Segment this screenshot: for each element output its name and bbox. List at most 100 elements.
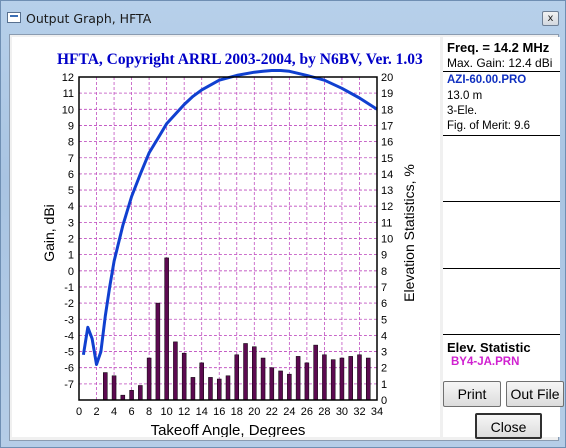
x-tick-label: 12 (178, 406, 190, 418)
frequency-label: Freq. = 14.2 MHz (447, 40, 550, 55)
elevation-file-label: BY4-JA.PRN (451, 356, 520, 368)
elevation-bar (181, 352, 187, 401)
y2-tick-label: 1 (381, 379, 387, 391)
elevation-bar (208, 377, 213, 401)
y-tick-label: 12 (62, 72, 74, 84)
y-tick-label: -2 (64, 298, 74, 310)
elevation-bar (278, 370, 283, 401)
figure-of-merit-label: Fig. of Merit: 9.6 (447, 120, 531, 132)
y-tick-label: 2 (68, 234, 74, 246)
y2-tick-label: 12 (381, 201, 393, 213)
elevation-bar (225, 375, 231, 401)
elevation-bar (234, 354, 240, 401)
y-tick-label: 3 (68, 217, 74, 229)
x-tick-label: 10 (161, 406, 173, 418)
y2-tick-label: 5 (381, 314, 387, 326)
x-tick-label: 6 (129, 406, 135, 418)
elevation-bar (357, 354, 362, 401)
divider (443, 201, 560, 202)
title-bar[interactable]: Output Graph, HFTA x (1, 1, 566, 34)
y2-tick-label: 20 (381, 72, 393, 84)
divider (443, 268, 560, 269)
close-button[interactable]: Close (475, 413, 542, 439)
app-icon (7, 12, 21, 23)
elevation-bar (313, 344, 318, 401)
graph-panel: 12 11 10 9 8 7 6 5 4 3 2 1 0 -1 -2 -3 -4 -5 -6 -7 20 19 18 17 1… (12, 37, 440, 439)
x-tick-label: 32 (353, 406, 365, 418)
x-tick-label: 20 (248, 406, 260, 418)
x-tick-label: 26 (301, 406, 313, 418)
y2-tick-label: 6 (381, 298, 387, 310)
y2-tick-label: 14 (381, 169, 393, 181)
info-panel: Freq. = 14.2 MHz Max. Gain: 12.4 dBi AZI… (443, 37, 560, 437)
grid-lines (78, 76, 378, 401)
max-gain-label: Max. Gain: 12.4 dBi (447, 56, 553, 70)
gain-curve (81, 69, 378, 366)
divider (443, 71, 560, 72)
elevation-bar (111, 375, 117, 401)
x-tick-label: 8 (146, 406, 152, 418)
elevation-statistic-label: Elev. Statistic (447, 340, 531, 355)
y-tick-label: 7 (68, 153, 74, 165)
y2-tick-label: 19 (381, 88, 393, 100)
elevation-bar (295, 356, 301, 401)
plot-border (78, 76, 378, 401)
elevation-bar (190, 377, 196, 401)
out-file-button[interactable]: Out File (506, 381, 564, 407)
y-tick-label: 10 (62, 104, 74, 116)
y2-tick-label: 0 (381, 395, 387, 407)
elevation-bar (173, 341, 178, 401)
close-window-button[interactable]: x (542, 11, 559, 26)
y-tick-label: 5 (68, 185, 74, 197)
print-button[interactable]: Print (443, 381, 501, 407)
antenna-type-label: 3-Ele. (447, 105, 478, 117)
y2-tick-label: 8 (381, 266, 387, 278)
elevation-bar (138, 385, 143, 401)
chart-title: HFTA, Copyright ARRL 2003-2004, by N6BV,… (57, 51, 423, 68)
window-title: Output Graph, HFTA (26, 11, 152, 26)
elevation-bar (164, 257, 169, 401)
elevation-bar (304, 362, 310, 401)
y2-tick-label: 13 (381, 185, 393, 197)
elevation-bar (348, 356, 353, 401)
y2-tick-label: 9 (381, 250, 387, 262)
elevation-bar (269, 367, 275, 401)
elevation-bar (155, 302, 161, 401)
x-tick-label: 16 (213, 406, 225, 418)
y2-axis-label: Elevation Statistics, % (401, 164, 417, 302)
y-tick-label: -1 (64, 282, 74, 294)
elevation-bar (252, 346, 257, 401)
elevation-bar (287, 373, 292, 401)
elevation-bar (260, 357, 266, 401)
x-tick-label: 4 (111, 406, 117, 418)
x-tick-label: 34 (371, 406, 383, 418)
elevation-bar (146, 357, 152, 401)
y2-tick-label: 3 (381, 347, 387, 359)
x-tick-label: 28 (318, 406, 330, 418)
x-axis-label: Takeoff Angle, Degrees (151, 422, 306, 437)
y2-tick-label: 7 (381, 282, 387, 294)
y2-tick-label: 17 (381, 120, 393, 132)
x-tick-label: 2 (93, 406, 99, 418)
elevation-bar (129, 390, 134, 401)
x-tick-label: 14 (196, 406, 208, 418)
antenna-height-label: 13.0 m (447, 90, 483, 102)
elevation-bar (216, 378, 222, 401)
y2-tick-label: 15 (381, 153, 393, 165)
x-tick-label: 18 (231, 406, 243, 418)
y-tick-label: 6 (68, 169, 74, 181)
y-tick-label: 8 (68, 137, 74, 149)
elevation-bar (199, 362, 204, 401)
y-tick-label: -6 (64, 363, 74, 375)
x-tick-label: 30 (336, 406, 348, 418)
y2-tick-label: 18 (381, 104, 393, 116)
elevation-bar (322, 354, 327, 401)
x-tick-label: 22 (266, 406, 278, 418)
client-area: 12 11 10 9 8 7 6 5 4 3 2 1 0 -1 -2 -3 -4 -5 -6 -7 20 19 18 17 1… (9, 34, 564, 441)
x-axis-ticks: 0 2 4 6 8 10 12 14 16 18 20 22 24 26 28 30 32 34 (76, 406, 383, 418)
y-axis-label: Gain, dBi (41, 204, 57, 262)
